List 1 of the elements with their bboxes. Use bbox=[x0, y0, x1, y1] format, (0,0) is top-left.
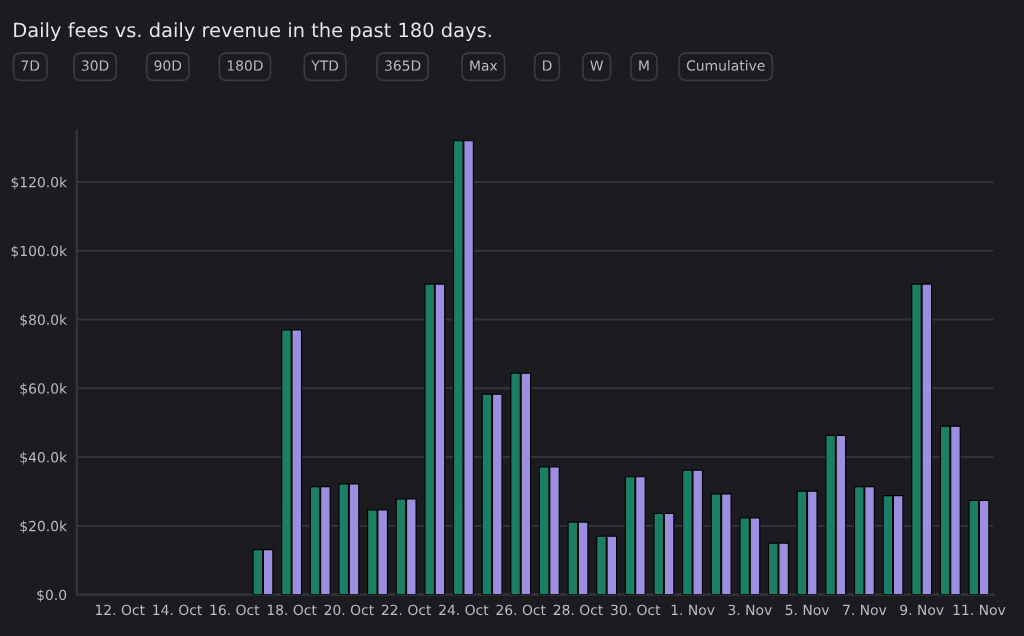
chart-title: Daily fees vs. daily revenue in the past 180 days. bbox=[14, 22, 491, 42]
